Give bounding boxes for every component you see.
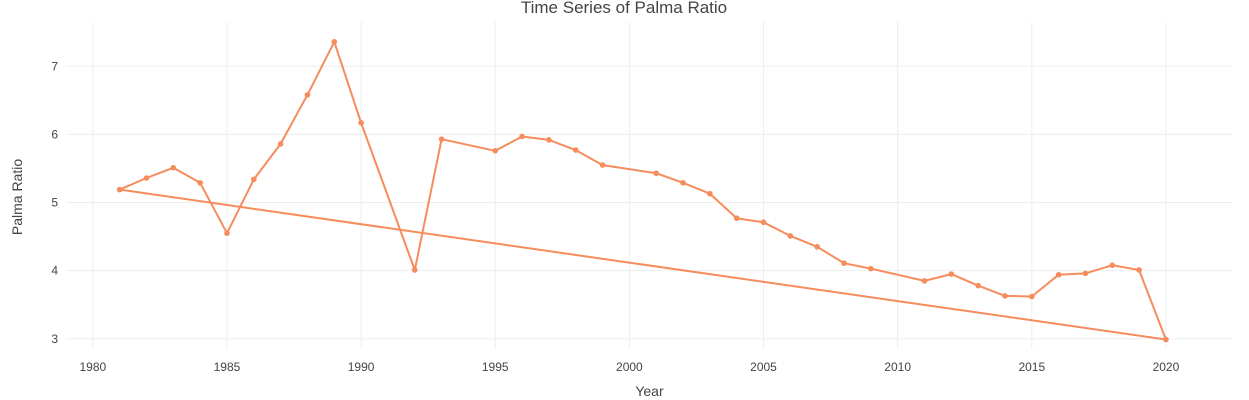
data-point[interactable] <box>841 260 847 266</box>
x-tick-label: 2000 <box>616 360 643 374</box>
data-point[interactable] <box>1002 293 1008 299</box>
data-point[interactable] <box>599 162 606 168</box>
data-point[interactable] <box>304 92 311 98</box>
data-point[interactable] <box>438 136 445 142</box>
data-point[interactable] <box>411 267 418 273</box>
data-point[interactable] <box>1136 267 1142 273</box>
data-point[interactable] <box>143 175 150 181</box>
y-tick-label: 5 <box>51 196 58 210</box>
data-point[interactable] <box>1055 271 1062 278</box>
x-axis-ticks: 1980 1985 1990 1995 2000 2005 2010 2015 2020 <box>79 360 1179 374</box>
data-point[interactable] <box>277 141 284 147</box>
data-point[interactable] <box>170 164 177 171</box>
data-point[interactable] <box>921 278 928 284</box>
data-point[interactable] <box>358 120 364 126</box>
data-point[interactable] <box>814 244 820 250</box>
data-point[interactable] <box>197 179 203 186</box>
chart-title: Time Series of Palma Ratio <box>521 0 727 17</box>
x-tick-label: 2005 <box>750 360 777 374</box>
x-tick-label: 2020 <box>1153 360 1180 374</box>
data-point[interactable] <box>331 38 338 45</box>
x-tick-label: 1985 <box>214 360 241 374</box>
data-point[interactable] <box>1163 336 1169 343</box>
x-tick-label: 1990 <box>348 360 375 374</box>
x-tick-label: 2015 <box>1018 360 1045 374</box>
x-tick-label: 1980 <box>79 360 106 374</box>
data-point[interactable] <box>546 137 552 143</box>
data-point[interactable] <box>680 179 686 186</box>
data-point[interactable] <box>116 186 123 193</box>
y-tick-label: 3 <box>51 332 58 346</box>
data-point[interactable] <box>975 282 981 289</box>
y-tick-label: 7 <box>51 59 58 73</box>
grid <box>66 22 1233 349</box>
data-point[interactable] <box>492 147 499 154</box>
data-point[interactable] <box>733 215 740 221</box>
series-layer <box>116 38 1169 343</box>
data-point[interactable] <box>1028 293 1035 300</box>
y-tick-label: 6 <box>51 127 58 141</box>
data-point[interactable] <box>787 233 794 239</box>
series-line <box>119 40 1167 341</box>
x-tick-label: 2010 <box>884 360 911 374</box>
y-axis-label: Palma Ratio <box>9 159 25 235</box>
data-point[interactable] <box>760 219 767 226</box>
data-point[interactable] <box>224 230 230 236</box>
data-point[interactable] <box>1109 262 1116 269</box>
y-axis-ticks: 3 4 5 6 7 <box>51 59 58 346</box>
x-axis-label: Year <box>635 383 664 399</box>
data-point[interactable] <box>707 190 713 197</box>
y-tick-label: 4 <box>51 264 58 278</box>
data-point[interactable] <box>519 133 525 140</box>
data-point[interactable] <box>1082 270 1089 277</box>
x-tick-label: 1995 <box>482 360 509 374</box>
data-point[interactable] <box>653 170 660 177</box>
data-point[interactable] <box>868 265 874 272</box>
data-point[interactable] <box>250 176 257 183</box>
data-point[interactable] <box>948 271 955 277</box>
data-point[interactable] <box>572 147 579 153</box>
